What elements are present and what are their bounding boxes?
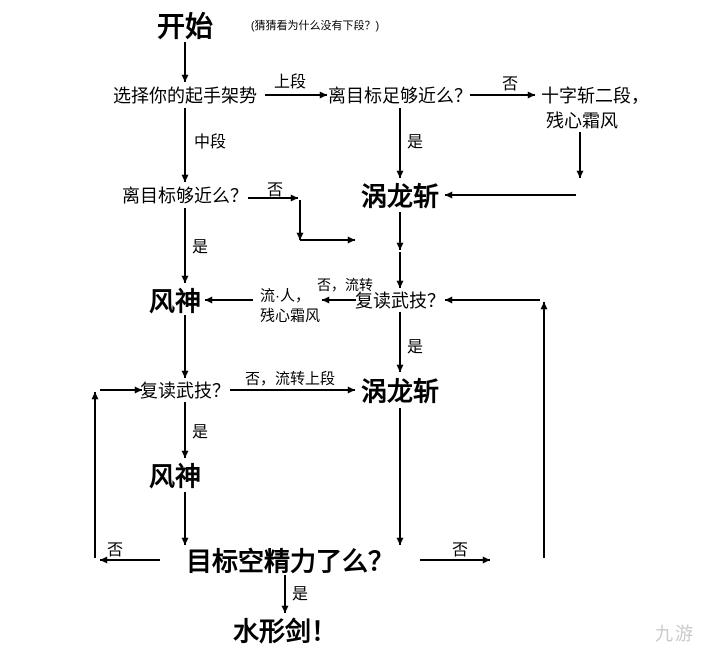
edge-label-12: 是 — [292, 580, 308, 604]
node-vortex1: 涡龙斩 — [361, 177, 439, 214]
node-vortex2: 涡龙斩 — [361, 372, 439, 409]
node-closeR: 离目标足够近么？ — [328, 82, 472, 108]
edge-label-4: 否 — [267, 176, 283, 200]
edge-label-7: 是 — [407, 333, 423, 357]
edge-label-0: 上段 — [274, 68, 306, 92]
edge-label-9: 是 — [192, 418, 208, 442]
edge-label-10: 否 — [107, 536, 123, 560]
edge-label-11: 否 — [452, 536, 468, 560]
node-water: 水形剑！ — [233, 612, 337, 649]
edge-label-1: 否 — [502, 70, 518, 94]
edge-label-3: 是 — [407, 128, 423, 152]
node-liuren2: 残心霜风 — [260, 305, 320, 326]
edge-label-2: 中段 — [194, 128, 226, 152]
node-fujin1: 风神 — [149, 282, 201, 319]
node-empty: 目标空精力了么？ — [186, 542, 394, 579]
edge-label-5: 是 — [192, 233, 208, 257]
node-liuren: 流·人， — [260, 285, 310, 306]
node-closeL: 离目标够近么？ — [122, 182, 248, 208]
node-cross2: 残心霜风 — [546, 107, 618, 133]
edge-label-6: 否，流转 — [317, 275, 373, 295]
node-cross: 十字斩二段， — [541, 82, 649, 108]
caption: (猜猜看为什么没有下段？) — [251, 17, 379, 33]
node-fujin2: 风神 — [149, 457, 201, 494]
node-choose: 选择你的起手架势 — [113, 82, 257, 108]
node-start: 开始 — [157, 5, 213, 45]
node-repeatL: 复读武技？ — [140, 377, 230, 403]
edge-label-8: 否，流转上段 — [245, 368, 335, 389]
watermark: 九游 — [655, 620, 695, 646]
